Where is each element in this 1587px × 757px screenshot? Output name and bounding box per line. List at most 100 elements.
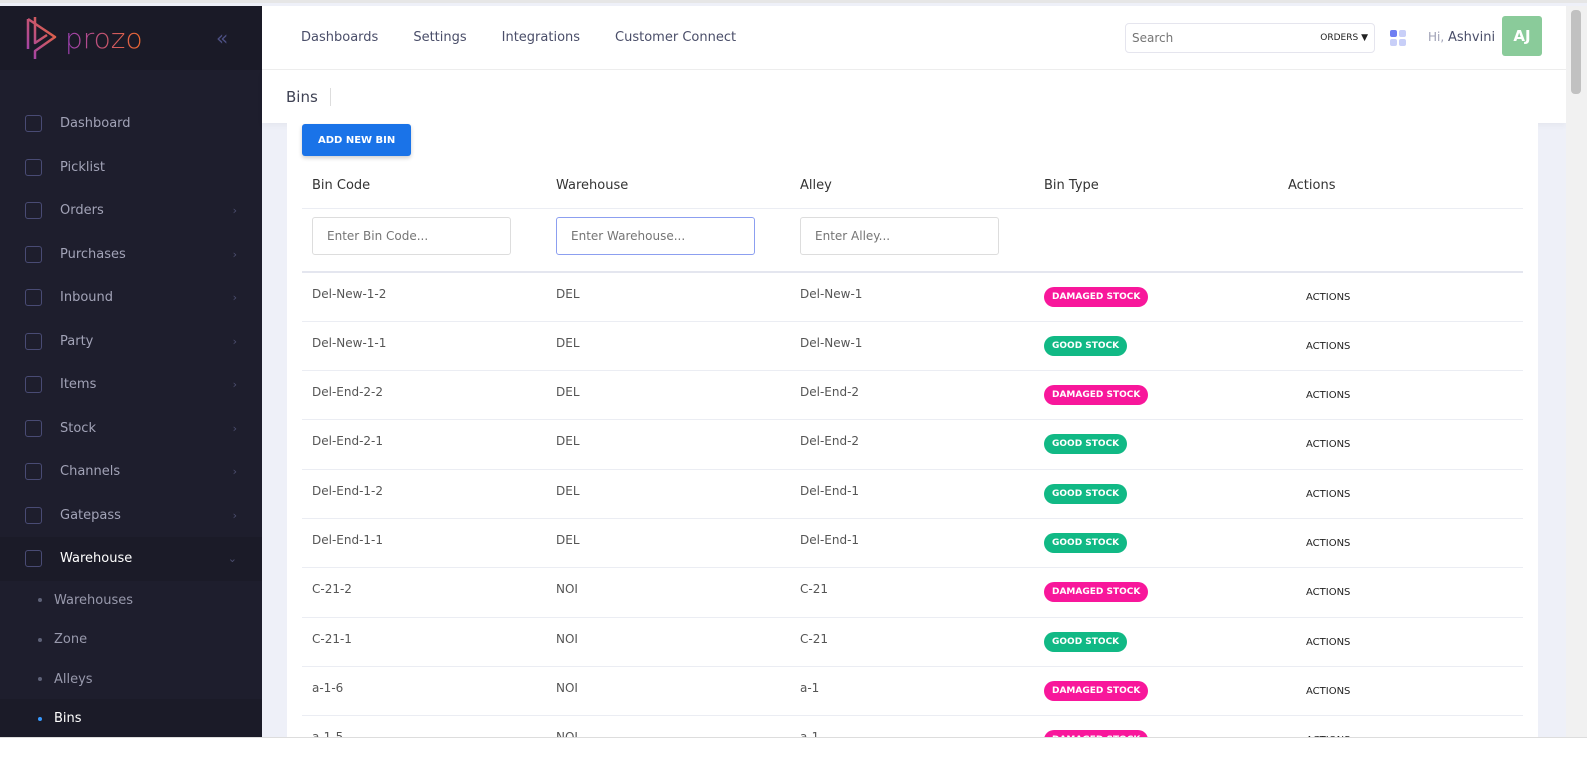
actions-button[interactable]: ACTIONS (1306, 636, 1351, 648)
sidebar-item-label: Gatepass (60, 507, 121, 523)
bin-type-badge: GOOD STOCK (1044, 335, 1128, 356)
bin-code-filter[interactable] (312, 216, 511, 255)
nav-integrations[interactable]: Integrations (501, 30, 581, 45)
chevron-right-icon: › (232, 247, 237, 261)
gift-icon (25, 202, 42, 220)
sidebar-item-orders[interactable]: Orders › (0, 189, 262, 233)
warehouse: DEL (546, 469, 790, 519)
brand-header: prozo « (0, 6, 262, 70)
sidebar-subitem-alleys[interactable]: Alleys (0, 660, 262, 700)
apps-grid-icon[interactable] (1390, 30, 1406, 46)
user-greeting[interactable]: Hi, Ashvini (1428, 30, 1495, 45)
sidebar-item-label: Dashboard (60, 116, 131, 132)
sidebar-item-purchases[interactable]: Purchases › (0, 233, 262, 277)
sidebar-subitem-zone[interactable]: Zone (0, 620, 262, 660)
column-header: Bin Code (302, 163, 546, 209)
nav-dashboards[interactable]: Dashboards (301, 30, 379, 45)
horizontal-scrollbar[interactable] (0, 737, 1587, 757)
sidebar-subitem-warehouses[interactable]: Warehouses (0, 581, 262, 621)
warehouse-filter[interactable] (556, 216, 755, 255)
avatar[interactable]: AJ (1502, 16, 1542, 56)
table-row: a-1-5NOIa-1 DAMAGED STOCK ACTIONS (302, 715, 1523, 737)
nav-settings[interactable]: Settings (413, 30, 467, 45)
scrollbar[interactable] (1566, 6, 1587, 737)
bin-code: Del-End-2-2 (302, 370, 546, 421)
column-header: Warehouse (546, 163, 790, 209)
search-box: ORDERS ▼ (1125, 23, 1375, 53)
alley-filter[interactable] (800, 216, 999, 255)
bin-type-badge: GOOD STOCK (1044, 434, 1128, 455)
alley: Del-End-1 (790, 518, 1034, 569)
prozo-logo[interactable]: prozo (25, 15, 143, 61)
actions-button[interactable]: ACTIONS (1306, 439, 1351, 451)
column-header: Actions (1278, 163, 1523, 209)
table-row: Del-New-1-1 DEL Del-New-1 GOOD STOCK ACTIONS (302, 321, 1523, 372)
brand-name: prozo (65, 21, 143, 55)
sidebar-item-label: Purchases (60, 246, 126, 262)
cart-icon (25, 158, 42, 176)
warehouse: DEL (546, 370, 790, 421)
column-header: Bin Type (1034, 163, 1278, 209)
sidebar-menu: Dashboard Picklist Orders › Purchases › Inboun… (0, 70, 262, 739)
warehouse: DEL (546, 321, 790, 372)
nav-customer-connect[interactable]: Customer Connect (615, 30, 737, 45)
bin-type-badge: DAMAGED STOCK (1044, 287, 1149, 307)
sidebar-item-picklist[interactable]: Picklist (0, 146, 262, 190)
shield-icon (25, 550, 42, 568)
layers-icon (25, 419, 42, 437)
bin-code: Del-End-2-1 (302, 419, 546, 470)
sidebar-item-gatepass[interactable]: Gatepass › (0, 494, 262, 538)
table-row: Del-End-2-1 DEL Del-End-2 GOOD STOCK ACTIONS (302, 419, 1523, 470)
sidebar-item-items[interactable]: Items › (0, 363, 262, 407)
sidebar-item-inbound[interactable]: Inbound › (0, 276, 262, 320)
calendar-icon (25, 376, 42, 394)
sidebar-item-warehouse[interactable]: Warehouse ⌄ (0, 537, 262, 581)
subheader: Bins (262, 70, 1566, 123)
warehouse: DEL (546, 419, 790, 470)
bin-code: C-21-2 (302, 567, 546, 618)
sidebar-item-label: Warehouse (60, 551, 133, 567)
sidebar-subitem-label: Warehouses (54, 592, 134, 608)
alley: Del-End-2 (790, 370, 1034, 421)
actions-button[interactable]: ACTIONS (1288, 730, 1350, 737)
actions-button[interactable]: ACTIONS (1306, 537, 1351, 549)
search-scope-dropdown[interactable]: ORDERS ▼ (1320, 33, 1368, 43)
bullet-icon (38, 677, 42, 682)
actions-button[interactable]: ACTIONS (1306, 488, 1351, 500)
sidebar-item-label: Party (60, 333, 94, 349)
actions-button[interactable]: ACTIONS (1306, 685, 1351, 697)
alley: Del-End-1 (790, 469, 1034, 519)
logo-icon (26, 17, 57, 59)
sidebar-subitem-label: Zone (54, 632, 88, 648)
sidebar-subitem-label: Alleys (54, 671, 93, 687)
add-new-bin-button[interactable]: ADD NEW BIN (302, 124, 412, 156)
bin-code: Del-New-1-1 (302, 321, 546, 372)
actions-button[interactable]: ACTIONS (1306, 587, 1351, 599)
actions-button[interactable]: ACTIONS (1306, 292, 1351, 303)
alley: Del-New-1 (790, 321, 1034, 372)
sidebar-item-party[interactable]: Party › (0, 320, 262, 364)
table-row: Del-End-1-1 DEL Del-End-1 GOOD STOCK ACTIONS (302, 518, 1523, 569)
chevron-right-icon: › (232, 291, 237, 305)
table-row: C-21-1 NOI C-21 GOOD STOCK ACTIONS (302, 617, 1523, 667)
table-row: Del-New-1-2 DEL Del-New-1 DAMAGED STOCK ACTI… (302, 272, 1523, 322)
sidebar-subitem-bins[interactable]: Bins (0, 699, 262, 739)
table-row: C-21-2 NOI C-21 DAMAGED STOCK ACTIONS (302, 567, 1523, 618)
top-nav: Dashboards Settings Integrations Customer C… (262, 30, 736, 45)
column-header: Alley (790, 163, 1034, 209)
sidebar-item-label: Picklist (60, 159, 105, 175)
shield-icon (25, 506, 42, 524)
sidebar-subitem-label: Bins (54, 711, 82, 727)
user-name: Ashvini (1448, 30, 1496, 45)
bullet-icon (38, 716, 42, 721)
search-input[interactable] (1132, 31, 1321, 45)
actions-button[interactable]: ACTIONS (1306, 340, 1351, 352)
users-icon (25, 332, 42, 350)
double-chevron-left-icon[interactable]: « (216, 26, 229, 50)
sidebar-item-channels[interactable]: Channels › (0, 450, 262, 494)
sidebar-item-stock[interactable]: Stock › (0, 407, 262, 451)
sidebar-item-dashboard[interactable]: Dashboard (0, 102, 262, 146)
home-icon (25, 115, 42, 133)
actions-button[interactable]: ACTIONS (1306, 390, 1351, 402)
